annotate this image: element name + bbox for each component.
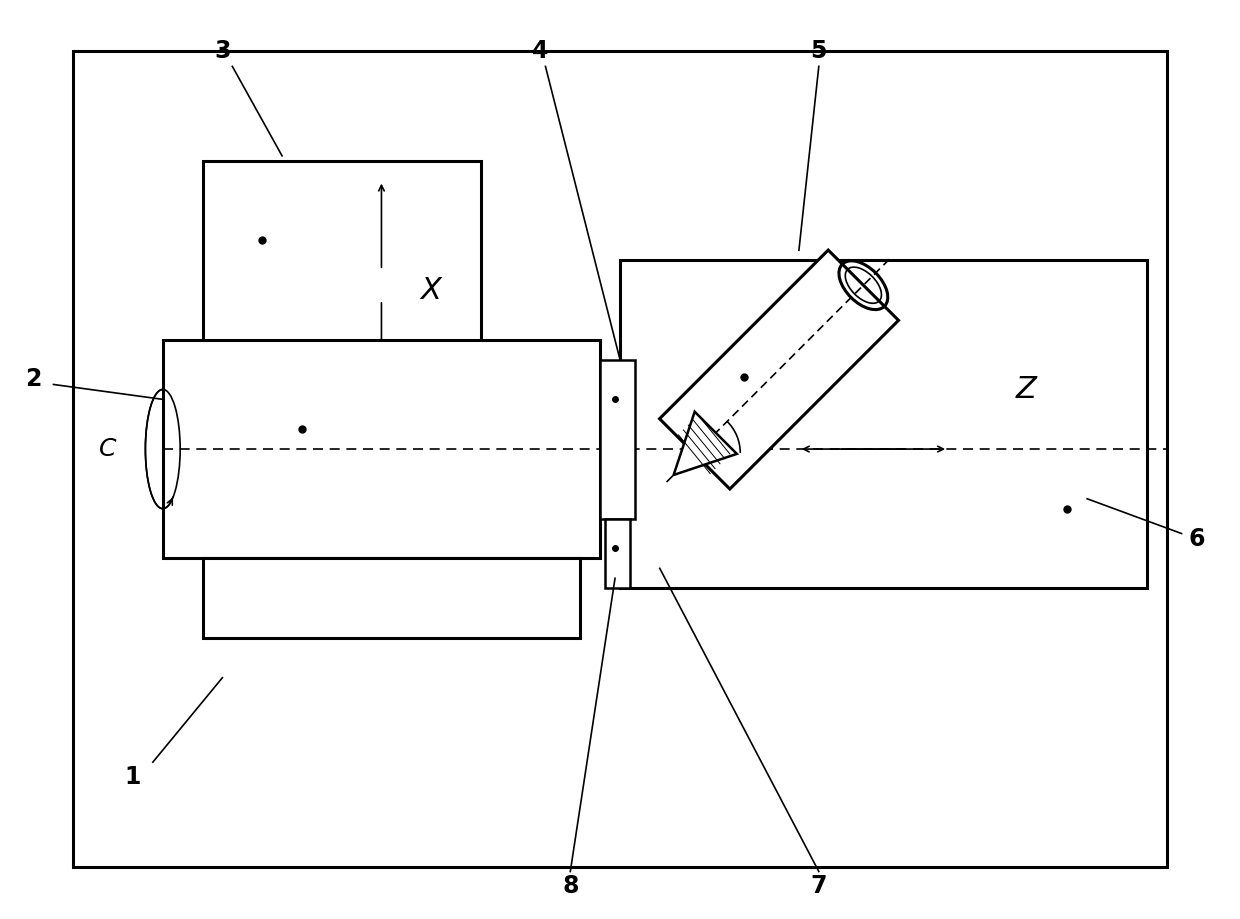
Text: 2: 2 <box>25 368 42 391</box>
Bar <box>605 518 630 588</box>
Bar <box>600 359 635 518</box>
Text: $\beta$: $\beta$ <box>754 442 766 464</box>
Polygon shape <box>660 250 899 489</box>
Bar <box>73 51 1167 867</box>
Text: 5: 5 <box>811 40 827 63</box>
Bar <box>162 340 600 559</box>
Text: $Z$: $Z$ <box>1016 374 1039 405</box>
Text: 4: 4 <box>532 40 548 63</box>
Polygon shape <box>673 412 737 475</box>
Bar <box>202 559 580 638</box>
Text: $C$: $C$ <box>98 437 118 461</box>
Text: 7: 7 <box>811 874 827 899</box>
Bar <box>202 161 481 400</box>
Text: $X$: $X$ <box>419 275 444 305</box>
Bar <box>620 260 1147 588</box>
Text: 6: 6 <box>1188 527 1205 550</box>
Text: 8: 8 <box>562 874 579 899</box>
Text: 1: 1 <box>125 766 141 789</box>
Text: 3: 3 <box>215 40 231 63</box>
